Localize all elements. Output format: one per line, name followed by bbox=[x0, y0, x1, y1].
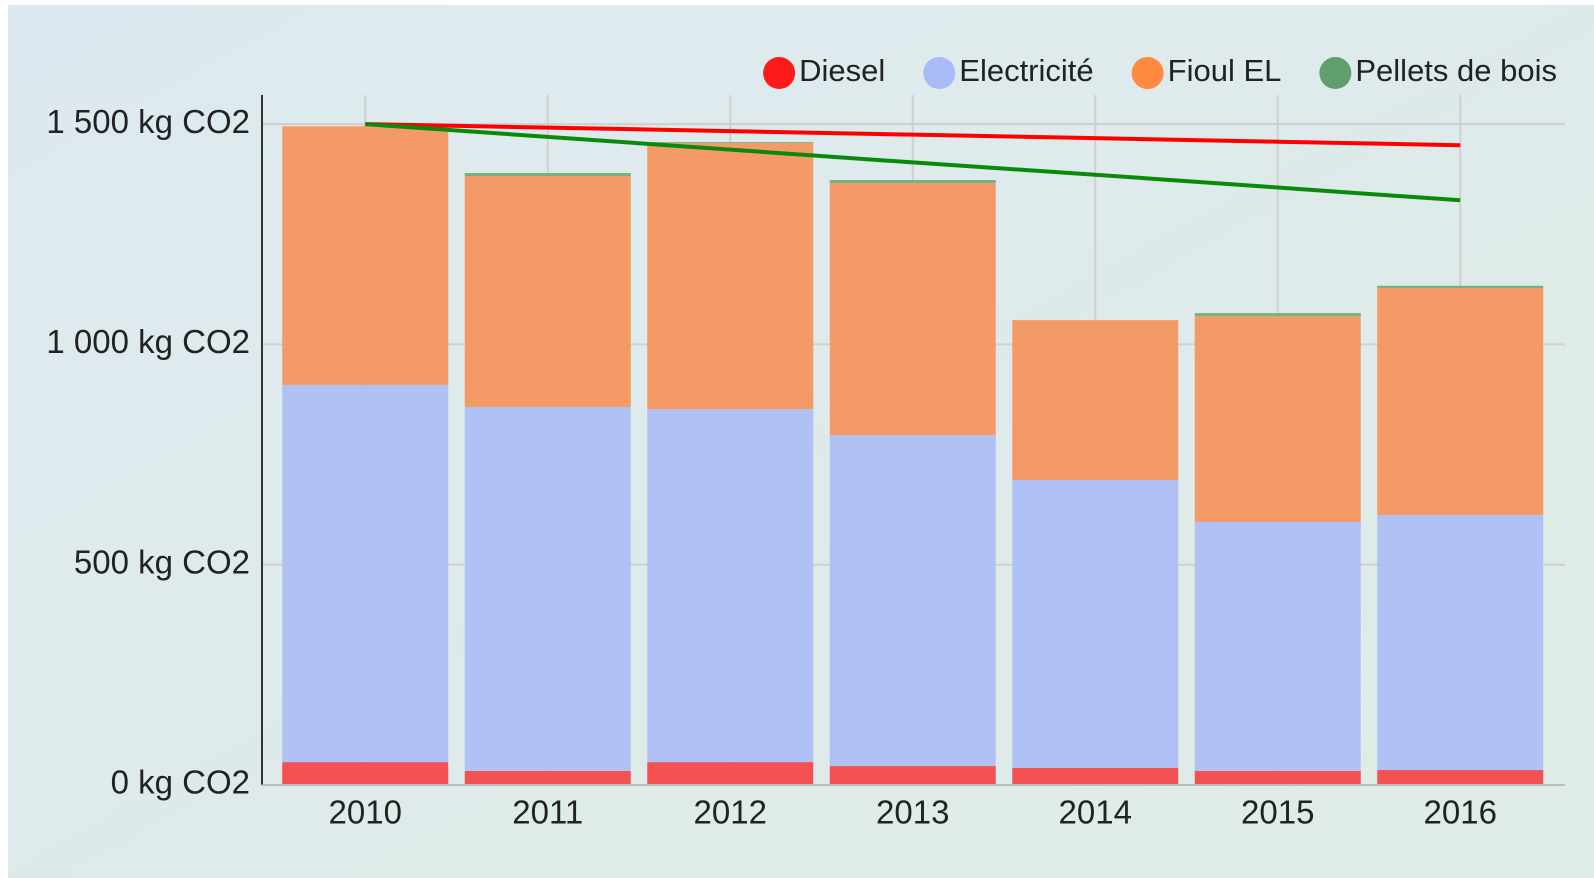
bar-segment bbox=[1194, 770, 1361, 785]
x-tick-label: 2016 bbox=[1424, 794, 1497, 831]
legend-swatch bbox=[763, 57, 796, 89]
bar-segment bbox=[464, 172, 631, 177]
bar-segment bbox=[1377, 285, 1544, 288]
bar-segment bbox=[829, 766, 996, 785]
bar-segment bbox=[464, 406, 631, 771]
trend-line bbox=[365, 122, 1461, 203]
bar-segment bbox=[282, 126, 449, 385]
bar-segment bbox=[464, 770, 631, 785]
bar-segment bbox=[282, 762, 449, 785]
bar-segment bbox=[464, 176, 631, 407]
bar-segment bbox=[1194, 521, 1361, 771]
bar-segment bbox=[829, 435, 996, 767]
bar-segment bbox=[829, 183, 996, 436]
legend-swatch bbox=[923, 57, 956, 89]
x-tick-label: 2010 bbox=[329, 794, 402, 831]
y-tick-label: 1 500 kg CO2 bbox=[46, 103, 250, 140]
trend-line bbox=[365, 122, 1461, 148]
legend-label: Fioul EL bbox=[1168, 53, 1282, 88]
x-tick-label: 2015 bbox=[1241, 794, 1314, 831]
bar-segment bbox=[1012, 767, 1179, 785]
bar-segment bbox=[647, 142, 814, 144]
legend-swatch bbox=[1319, 57, 1352, 89]
bar-segment bbox=[1194, 313, 1361, 317]
bar-segment bbox=[647, 762, 814, 785]
x-tick-label: 2012 bbox=[694, 794, 767, 831]
bar-segment bbox=[647, 143, 814, 410]
bar-segment bbox=[1377, 514, 1544, 771]
legend-label: Electricité bbox=[959, 53, 1093, 88]
bar-segment bbox=[829, 180, 996, 184]
bar-segment bbox=[1012, 320, 1179, 481]
legend-swatch bbox=[1131, 57, 1164, 89]
legend-label: Pellets de bois bbox=[1355, 53, 1557, 88]
bar-segment bbox=[1012, 480, 1179, 768]
x-tick-label: 2014 bbox=[1059, 794, 1132, 831]
x-tick-label: 2013 bbox=[876, 794, 949, 831]
bar-segment bbox=[1377, 287, 1544, 515]
legend-label: Diesel bbox=[799, 53, 885, 88]
x-tick-label: 2011 bbox=[512, 794, 583, 831]
bar-segment bbox=[1377, 770, 1544, 785]
bar-segment bbox=[1194, 316, 1361, 522]
bar-segment bbox=[647, 409, 814, 763]
bar-segment bbox=[282, 384, 449, 763]
y-tick-label: 0 kg CO2 bbox=[111, 764, 250, 801]
y-tick-label: 500 kg CO2 bbox=[74, 543, 250, 580]
y-tick-label: 1 000 kg CO2 bbox=[46, 323, 250, 360]
